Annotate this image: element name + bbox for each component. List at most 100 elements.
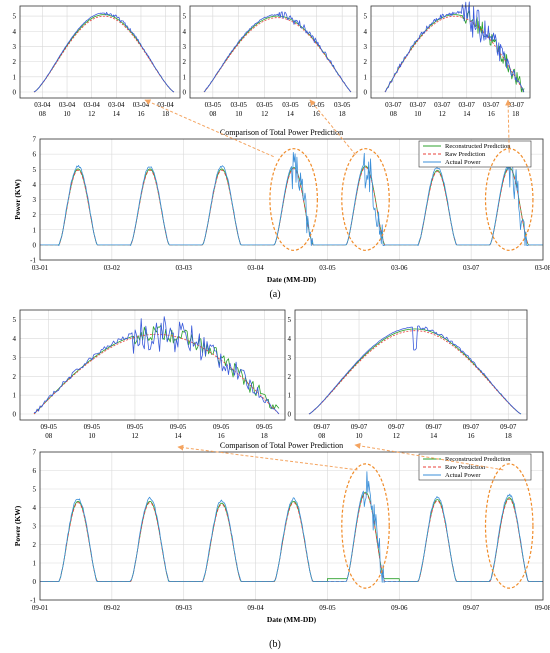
chart-b-main-ytick-label: 2 <box>33 541 37 549</box>
chart-b-zoom-1-series-raw-line <box>33 333 280 415</box>
chart-b-zoom-2-plot-frame <box>294 309 528 421</box>
chart-b-zoom-2-xtick-date: 09-07 <box>388 423 405 431</box>
chart-a-zoom-1-series-actual-line <box>33 11 175 93</box>
chart-a-main-legend <box>418 140 532 168</box>
chart-b-zoom-2-xtick-hour: 10 <box>356 432 364 440</box>
chart-b-highlight-ellipse <box>484 463 534 589</box>
chart-a-zoom-3-xtick-hour: 18 <box>512 110 520 118</box>
chart-a-main-xtick-label: 03-05 <box>319 264 336 272</box>
chart-a-main-title: Comparison of Total Power Prediction <box>220 128 343 137</box>
chart-b-main-ytick-label: 5 <box>33 486 37 494</box>
chart-a-zoom-2-plot-frame <box>189 5 358 99</box>
chart-a-main-y-axis-title: Power (KW) <box>13 179 22 220</box>
chart-b-main-ytick-label: -1 <box>30 597 36 605</box>
chart-a-zoom-1-series-raw-line <box>33 15 175 93</box>
chart-b-zoom-2-xtick-hour: 16 <box>467 432 475 440</box>
chart-a-zoom-2-xtick-hour: 14 <box>287 110 295 118</box>
chart-a-main-ytick-label: 3 <box>33 196 37 204</box>
chart-b-zoom-1-ytick-label: 5 <box>13 316 17 324</box>
chart-a-zoom-3-ytick-label: 5 <box>364 13 368 21</box>
chart-a-zoom-2-xtick-date: 03-05 <box>308 101 325 109</box>
chart-a-zoom-3-xtick-date: 03-07 <box>385 101 402 109</box>
chart-a-main-ytick-label: 1 <box>33 226 37 234</box>
chart-a-zoom-2-xtick-date: 03-05 <box>205 101 222 109</box>
chart-a-zoom-3-xtick-date: 03-07 <box>507 101 524 109</box>
chart-b-zoom-2-ytick-label: 1 <box>288 392 292 400</box>
chart-b-zoom-1-xtick-hour: 12 <box>131 432 139 440</box>
chart-b-zoom-2-ytick-label: 3 <box>288 354 292 362</box>
chart-a-highlight-ellipse <box>484 148 534 251</box>
chart-b-zoom-1-xtick-date: 09-05 <box>170 423 187 431</box>
chart-a-zoom-2-series-raw-line <box>203 17 352 93</box>
chart-a-zoom-3-xtick-hour: 16 <box>488 110 496 118</box>
chart-a-zoom-3-ytick-label: 1 <box>364 73 368 81</box>
chart-b-zoom-1-xtick-hour: 14 <box>175 432 183 440</box>
chart-a-zoom-2-xtick-hour: 16 <box>313 110 321 118</box>
panel-label-b: (b) <box>269 639 281 650</box>
chart-a-main-ytick-label: -1 <box>30 257 36 265</box>
chart-b-zoom-2-ytick-label: 4 <box>288 335 292 343</box>
chart-b-zoom-1-xtick-hour: 10 <box>88 432 96 440</box>
chart-b-zoom-1-ytick-label: 2 <box>13 373 17 381</box>
chart-a-zoom-2-xtick-hour: 08 <box>209 110 217 118</box>
chart-a-highlight-ellipse <box>341 148 390 251</box>
chart-b-highlight-ellipse <box>341 463 390 589</box>
chart-b-arrow-to-zoom-2 <box>354 442 504 471</box>
chart-b-main-ytick-label: 7 <box>33 449 37 457</box>
chart-a-main-legend-entry: Actual Power <box>445 159 481 166</box>
chart-a-zoom-2-xtick-date: 03-05 <box>231 101 248 109</box>
chart-a-zoom-1-ytick-label: 2 <box>13 58 17 66</box>
chart-a-zoom-2-series-reconstructed-line <box>203 15 352 93</box>
chart-a-zoom-1-xtick-hour: 14 <box>113 110 121 118</box>
chart-b-zoom-2-series-raw-line <box>308 330 522 415</box>
chart-b-main-ytick-label: 1 <box>33 560 37 568</box>
chart-a-zoom-2-xtick-hour: 10 <box>235 110 243 118</box>
chart-b-zoom-2-xtick-date: 09-07 <box>500 423 517 431</box>
chart-b-main-title: Comparison of Total Power Prediction <box>220 441 343 450</box>
chart-b-zoom-2-ytick-label: 2 <box>288 373 292 381</box>
chart-a-arrow-to-zoom-2 <box>309 99 356 155</box>
chart-a-zoom-1-xtick-date: 03-04 <box>157 101 174 109</box>
chart-b-zoom-1-ytick-label: 4 <box>13 335 17 343</box>
chart-b-zoom-2-series-reconstructed-line <box>308 328 522 415</box>
chart-b-main-xtick-label: 09-02 <box>104 604 121 612</box>
chart-b-zoom-1-xtick-date: 09-05 <box>213 423 230 431</box>
chart-b-main-ytick-label: 4 <box>33 504 37 512</box>
chart-a-main-ytick-label: 5 <box>33 166 37 174</box>
chart-a-zoom-3-plot-frame <box>370 5 531 99</box>
chart-b-zoom-1-xtick-date: 09-05 <box>41 423 58 431</box>
chart-a-main-plot-frame <box>39 138 544 261</box>
chart-a-zoom-3-xtick-date: 03-07 <box>483 101 500 109</box>
chart-b-zoom-2-series-actual-line <box>308 325 522 415</box>
chart-b-zoom-1-series-actual-line <box>33 316 280 415</box>
chart-b-main-xtick-label: 09-03 <box>176 604 193 612</box>
chart-b-arrow-to-zoom-1 <box>177 444 358 471</box>
chart-b-zoom-1-ytick-label: 0 <box>13 411 17 419</box>
chart-a-zoom-2-ytick-label: 0 <box>183 89 187 97</box>
chart-b-main-ytick-label: 3 <box>33 523 37 531</box>
chart-b-zoom-1-xtick-date: 09-05 <box>127 423 144 431</box>
chart-a-zoom-1-series-reconstructed-line <box>33 14 175 93</box>
chart-a-zoom-3-ytick-label: 0 <box>364 89 368 97</box>
chart-b-main-legend-entry: Actual Power <box>445 472 481 479</box>
chart-b-main-ytick-label: 6 <box>33 467 37 475</box>
chart-a-zoom-3-xtick-hour: 14 <box>463 110 471 118</box>
chart-a-zoom-1-ytick-label: 5 <box>13 13 17 21</box>
chart-a-main-xtick-label: 03-07 <box>463 264 480 272</box>
chart-a-zoom-2-xtick-hour: 12 <box>261 110 269 118</box>
chart-a-zoom-1-xtick-hour: 12 <box>88 110 96 118</box>
chart-b-zoom-1-xtick-date: 09-05 <box>84 423 101 431</box>
chart-a-zoom-2-ytick-label: 1 <box>183 73 187 81</box>
chart-a-zoom-1-ytick-label: 1 <box>13 73 17 81</box>
chart-a-zoom-2-xtick-date: 03-05 <box>334 101 351 109</box>
chart-a-zoom-1-xtick-date: 03-04 <box>84 101 101 109</box>
chart-a-main-xtick-label: 03-01 <box>32 264 49 272</box>
chart-a-arrow-to-zoom-3 <box>505 99 512 153</box>
chart-a-zoom-2-ytick-label: 2 <box>183 58 187 66</box>
chart-b-main-xtick-label: 09-07 <box>463 604 480 612</box>
chart-a-zoom-2-xtick-hour: 18 <box>339 110 347 118</box>
chart-a-main-xtick-label: 03-02 <box>104 264 121 272</box>
chart-b-zoom-1-xtick-hour: 18 <box>261 432 269 440</box>
chart-a-zoom-1-xtick-hour: 10 <box>64 110 72 118</box>
chart-b-zoom-1-xtick-date: 09-05 <box>256 423 273 431</box>
